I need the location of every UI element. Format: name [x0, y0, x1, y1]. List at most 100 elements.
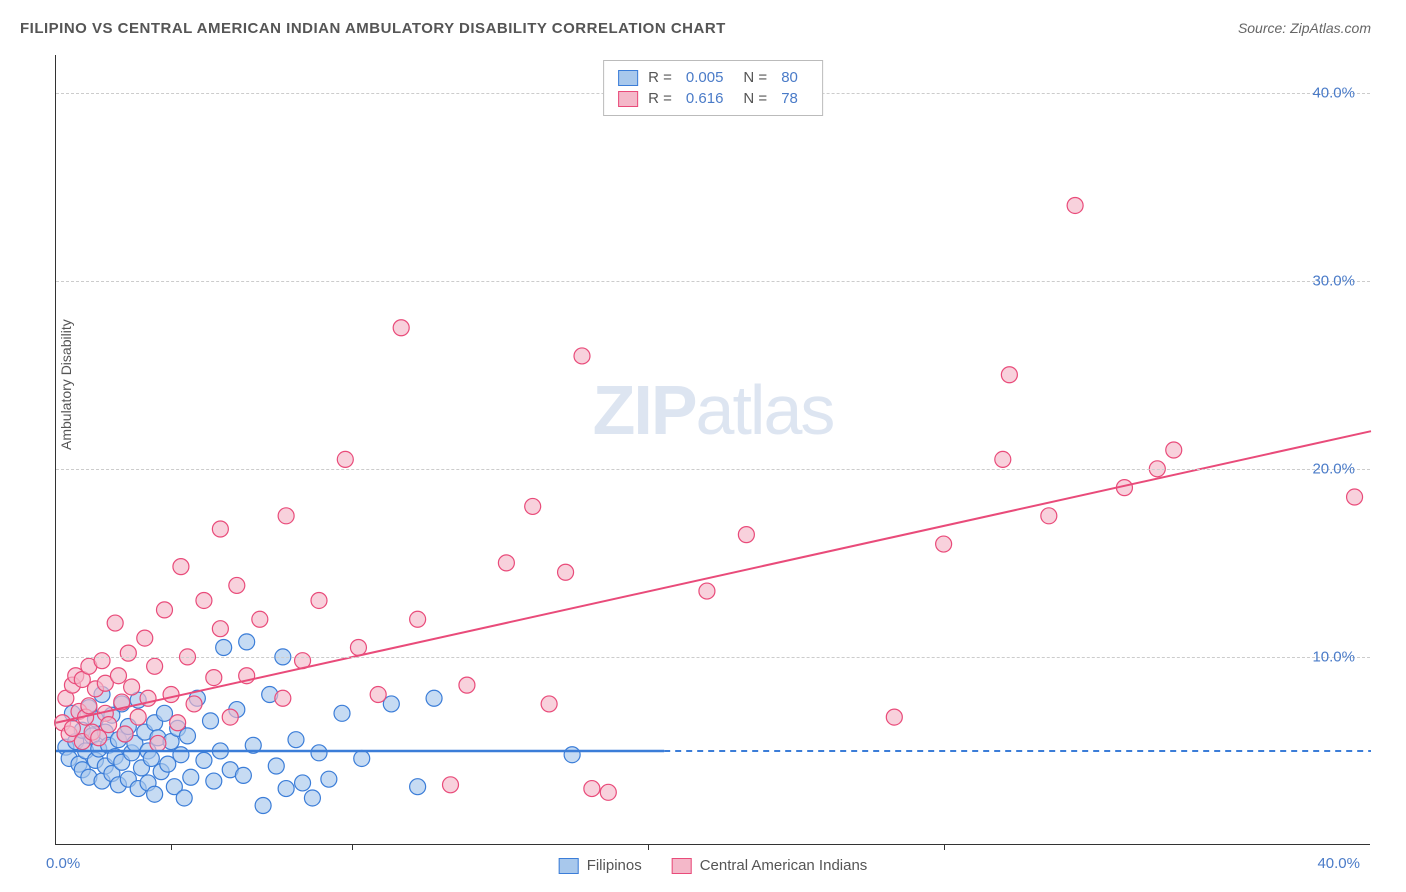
series-legend-label: Filipinos	[587, 857, 642, 874]
legend-n-label: N =	[743, 90, 767, 107]
data-point	[173, 747, 189, 763]
x-tick	[648, 844, 649, 850]
data-point	[186, 696, 202, 712]
gridline-h	[56, 469, 1370, 470]
legend-swatch	[672, 858, 692, 874]
source-label: Source: ZipAtlas.com	[1238, 20, 1371, 36]
legend-n-label: N =	[743, 69, 767, 86]
legend-swatch	[618, 70, 638, 86]
data-point	[196, 592, 212, 608]
chart-title: FILIPINO VS CENTRAL AMERICAN INDIAN AMBU…	[20, 20, 726, 37]
data-point	[1166, 442, 1182, 458]
data-point	[268, 758, 284, 774]
data-point	[410, 779, 426, 795]
data-point	[206, 773, 222, 789]
data-point	[156, 602, 172, 618]
data-point	[212, 621, 228, 637]
data-point	[107, 615, 123, 631]
x-origin-label: 0.0%	[46, 855, 80, 872]
data-point	[117, 726, 133, 742]
data-point	[410, 611, 426, 627]
data-point	[354, 750, 370, 766]
legend-r-label: R =	[648, 90, 672, 107]
data-point	[304, 790, 320, 806]
data-point	[459, 677, 475, 693]
legend-n-value: 80	[781, 69, 798, 86]
data-point	[350, 640, 366, 656]
data-point	[574, 348, 590, 364]
stats-legend: R =0.005N =80R =0.616N =78	[603, 60, 823, 116]
data-point	[235, 767, 251, 783]
data-point	[101, 717, 117, 733]
data-point	[426, 690, 442, 706]
y-tick-label: 20.0%	[1312, 460, 1355, 477]
data-point	[275, 690, 291, 706]
data-point	[163, 687, 179, 703]
legend-r-value: 0.616	[686, 90, 724, 107]
data-point	[558, 564, 574, 580]
legend-r-label: R =	[648, 69, 672, 86]
data-point	[150, 735, 166, 751]
data-point	[110, 668, 126, 684]
data-point	[176, 790, 192, 806]
series-legend: FilipinosCentral American Indians	[559, 857, 868, 874]
legend-swatch	[559, 858, 579, 874]
series-legend-item: Filipinos	[559, 857, 642, 874]
y-tick-label: 40.0%	[1312, 84, 1355, 101]
data-point	[600, 784, 616, 800]
data-point	[147, 786, 163, 802]
chart-svg	[56, 55, 1370, 844]
data-point	[91, 730, 107, 746]
data-point	[564, 747, 580, 763]
data-point	[311, 592, 327, 608]
x-tick	[171, 844, 172, 850]
data-point	[541, 696, 557, 712]
data-point	[337, 451, 353, 467]
data-point	[180, 728, 196, 744]
gridline-h	[56, 657, 1370, 658]
data-point	[936, 536, 952, 552]
data-point	[995, 451, 1011, 467]
data-point	[183, 769, 199, 785]
data-point	[137, 630, 153, 646]
data-point	[699, 583, 715, 599]
y-tick-label: 10.0%	[1312, 648, 1355, 665]
data-point	[222, 709, 238, 725]
data-point	[738, 527, 754, 543]
data-point	[1067, 197, 1083, 213]
data-point	[525, 498, 541, 514]
data-point	[255, 798, 271, 814]
data-point	[288, 732, 304, 748]
x-tick	[944, 844, 945, 850]
gridline-h	[56, 281, 1370, 282]
data-point	[252, 611, 268, 627]
data-point	[334, 705, 350, 721]
data-point	[64, 720, 80, 736]
data-point	[1001, 367, 1017, 383]
data-point	[498, 555, 514, 571]
data-point	[443, 777, 459, 793]
data-point	[886, 709, 902, 725]
data-point	[212, 521, 228, 537]
legend-row: R =0.616N =78	[618, 88, 808, 109]
data-point	[393, 320, 409, 336]
legend-swatch	[618, 91, 638, 107]
data-point	[216, 640, 232, 656]
plot-area: Ambulatory Disability ZIPatlas R =0.005N…	[55, 55, 1370, 845]
data-point	[1041, 508, 1057, 524]
data-point	[278, 781, 294, 797]
data-point	[130, 709, 146, 725]
y-tick-label: 30.0%	[1312, 272, 1355, 289]
data-point	[170, 715, 186, 731]
data-point	[94, 653, 110, 669]
data-point	[203, 713, 219, 729]
data-point	[196, 752, 212, 768]
x-max-label: 40.0%	[1317, 855, 1360, 872]
data-point	[321, 771, 337, 787]
data-point	[81, 698, 97, 714]
data-point	[120, 645, 136, 661]
trendline-solid	[56, 431, 1371, 723]
data-point	[295, 775, 311, 791]
data-point	[206, 670, 222, 686]
data-point	[124, 679, 140, 695]
